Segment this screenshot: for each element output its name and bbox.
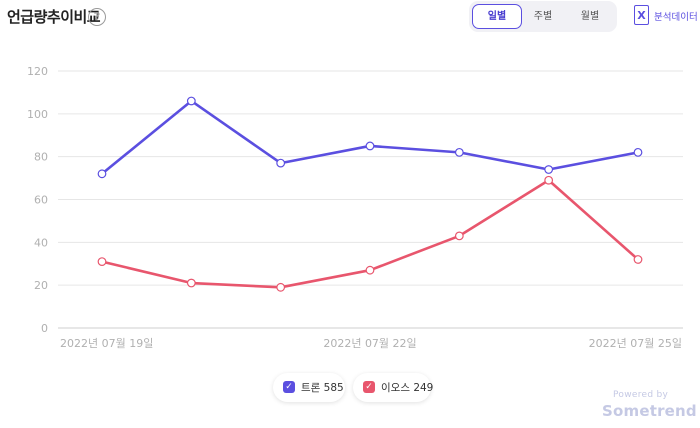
- y-tick-label: 80: [34, 151, 48, 164]
- chart-grid: [58, 70, 683, 329]
- y-tick-label: 60: [34, 194, 48, 207]
- legend-item-tron[interactable]: ✓ 트론 585: [273, 373, 345, 402]
- data-point-1-3: [365, 265, 375, 275]
- x-tick-label: 2022년 07월 25일: [589, 336, 682, 350]
- help-icon[interactable]: ?: [88, 8, 106, 26]
- sometrend-logo: Sometrend: [602, 402, 697, 420]
- y-tick-label: 40: [34, 236, 48, 249]
- y-tick-label: 0: [41, 322, 48, 335]
- data-point-0-5: [544, 165, 554, 174]
- data-point-0-2: [276, 158, 286, 168]
- data-point-1-2: [276, 282, 286, 292]
- tab-weekly[interactable]: 주별: [533, 11, 553, 22]
- series-line-0: [101, 99, 639, 175]
- tab-monthly[interactable]: 월별: [580, 11, 600, 22]
- data-point-1-4: [454, 231, 464, 241]
- x-tick-label: 2022년 07월 19일: [60, 336, 153, 350]
- tab-daily[interactable]: 일별: [472, 4, 522, 29]
- checkbox-eos-icon: ✓: [363, 381, 375, 393]
- data-point-1-5: [544, 175, 554, 185]
- data-point-1-6: [633, 255, 643, 264]
- legend-label-eos: 이오스 249: [381, 382, 434, 394]
- page-title: 언급량추이비교: [7, 8, 101, 26]
- checkbox-tron-icon: ✓: [283, 381, 295, 393]
- series-points: [97, 96, 643, 292]
- data-point-0-1: [186, 96, 196, 106]
- data-point-0-3: [365, 141, 375, 151]
- data-point-0-6: [633, 147, 643, 157]
- y-axis-ticks: 0 20 40 60 80 100 120: [27, 65, 48, 335]
- excel-icon: X: [634, 5, 649, 25]
- y-tick-label: 100: [27, 108, 48, 121]
- powered-by-text: Powered by: [613, 390, 669, 400]
- x-axis-ticks: 2022년 07월 19일 2022년 07월 22일 2022년 07월 25일: [60, 336, 682, 350]
- data-point-0-4: [454, 147, 464, 157]
- data-point-1-1: [186, 278, 196, 288]
- analysis-data-label: 분석데이터: [654, 12, 698, 23]
- analysis-data-button[interactable]: X 분석데이터: [634, 5, 700, 27]
- y-tick-label: 120: [27, 65, 48, 78]
- legend-label-tron: 트론 585: [301, 382, 344, 394]
- legend-item-eos[interactable]: ✓ 이오스 249: [353, 373, 434, 402]
- x-tick-label: 2022년 07월 22일: [323, 336, 416, 350]
- y-tick-label: 20: [34, 279, 48, 292]
- data-point-1-0: [97, 257, 107, 267]
- series-lines: [101, 99, 639, 289]
- period-toggle: 일별 주별 월별: [469, 1, 617, 32]
- data-point-0-0: [97, 169, 107, 179]
